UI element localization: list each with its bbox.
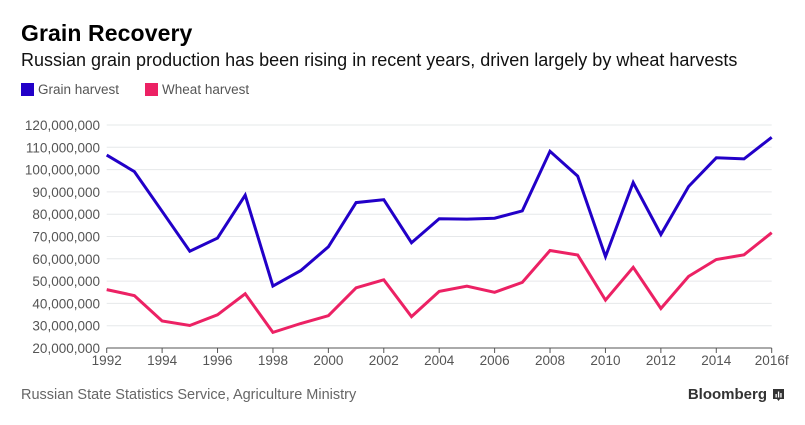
legend-item-wheat: Wheat harvest <box>145 82 249 97</box>
x-tick-label: 1996 <box>203 353 233 368</box>
brand-name: Bloomberg <box>687 386 767 403</box>
y-tick-label: 100,000,000 <box>25 163 100 178</box>
y-axis: 20,000,000 30,000,000 40,000,000 50,000,000… <box>25 118 100 356</box>
gridlines <box>106 124 772 327</box>
legend-swatch-wheat <box>145 83 159 96</box>
series-lines <box>105 136 773 335</box>
y-tick-label: 80,000,000 <box>32 207 100 222</box>
x-tick-label: 2000 <box>313 353 343 368</box>
legend-label-grain: Grain harvest <box>38 82 120 97</box>
y-tick-label: 40,000,000 <box>32 296 100 311</box>
chart-subtitle: Russian grain production has been rising… <box>21 50 738 70</box>
x-tick-label: 2012 <box>646 353 676 368</box>
x-tick-label: 1994 <box>147 353 178 368</box>
brand-logo: Bloomberg <box>688 386 785 403</box>
legend-label-wheat: Wheat harvest <box>162 82 250 97</box>
y-tick-label: 30,000,000 <box>32 319 100 334</box>
x-tick-label: 2008 <box>535 353 565 368</box>
x-tick-label: 2010 <box>590 353 620 368</box>
x-tick-label: 2004 <box>424 353 455 368</box>
chart-title: Grain Recovery <box>21 20 193 46</box>
series-line-grain <box>105 136 773 289</box>
legend-item-grain: Grain harvest <box>21 82 119 97</box>
series-line-wheat <box>106 231 773 335</box>
x-axis: 1992 1994 1996 1998 2000 2002 2004 2006 2008 2010… <box>92 347 789 368</box>
x-tick-label: 2006 <box>480 353 510 368</box>
x-tick-label: 1992 <box>92 353 122 368</box>
y-tick-label: 60,000,000 <box>32 252 100 267</box>
x-tick-label: 2014 <box>701 353 732 368</box>
y-tick-label: 70,000,000 <box>32 230 100 245</box>
bloomberg-chart-icon <box>773 388 784 401</box>
x-tick-label: 2016f <box>755 353 789 368</box>
x-tick-label: 1998 <box>258 353 288 368</box>
y-tick-label: 120,000,000 <box>25 118 100 133</box>
y-tick-label: 50,000,000 <box>32 274 100 289</box>
source-note: Russian State Statistics Service, Agricu… <box>21 387 357 403</box>
x-tick-label: 2002 <box>369 353 399 368</box>
y-tick-label: 20,000,000 <box>32 341 100 356</box>
legend: Grain harvest Wheat harvest <box>21 82 275 97</box>
legend-swatch-grain <box>21 83 34 96</box>
y-tick-label: 110,000,000 <box>26 140 100 155</box>
y-tick-label: 90,000,000 <box>32 185 100 200</box>
